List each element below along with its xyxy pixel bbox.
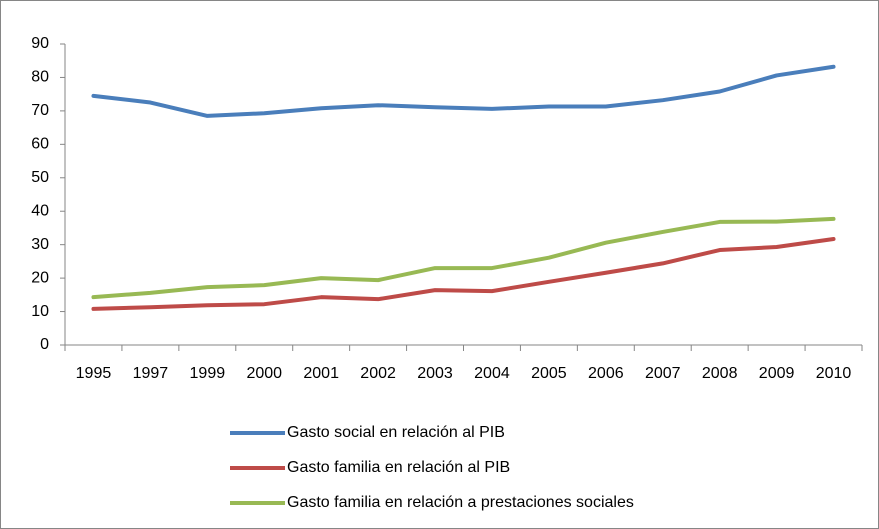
x-tick-label: 2008 — [702, 365, 738, 382]
x-tick-label: 2000 — [246, 365, 282, 382]
x-tick-label: 2010 — [816, 365, 852, 382]
y-tick-label: 80 — [31, 69, 49, 86]
y-tick-label: 70 — [31, 102, 49, 119]
x-tick-label: 2006 — [588, 365, 624, 382]
y-tick-label: 0 — [40, 336, 49, 353]
series-line — [91, 236, 836, 311]
x-tick-label: 1999 — [190, 365, 226, 382]
series-line — [91, 64, 836, 118]
x-tick-label: 2003 — [417, 365, 453, 382]
x-tick-label: 2001 — [303, 365, 339, 382]
series-line — [91, 216, 836, 300]
y-tick-label: 90 — [31, 35, 49, 52]
y-tick-label: 20 — [31, 269, 49, 286]
y-tick-label: 30 — [31, 236, 49, 253]
x-tick-label: 2005 — [531, 365, 567, 382]
x-tick-label: 1997 — [133, 365, 169, 382]
y-tick-label: 60 — [31, 136, 49, 153]
x-tick-label: 2002 — [360, 365, 396, 382]
y-tick-label: 40 — [31, 202, 49, 219]
x-tick-label: 2004 — [474, 365, 510, 382]
legend-label: Gasto social en relación al PIB — [287, 424, 505, 441]
x-tick-label: 2009 — [759, 365, 795, 382]
legend-label: Gasto familia en relación al PIB — [287, 459, 510, 476]
legend-label: Gasto familia en relación a prestaciones… — [287, 494, 634, 511]
y-tick-label: 10 — [31, 303, 49, 320]
x-tick-label: 1995 — [76, 365, 112, 382]
x-tick-label: 2007 — [645, 365, 681, 382]
y-tick-label: 50 — [31, 169, 49, 186]
